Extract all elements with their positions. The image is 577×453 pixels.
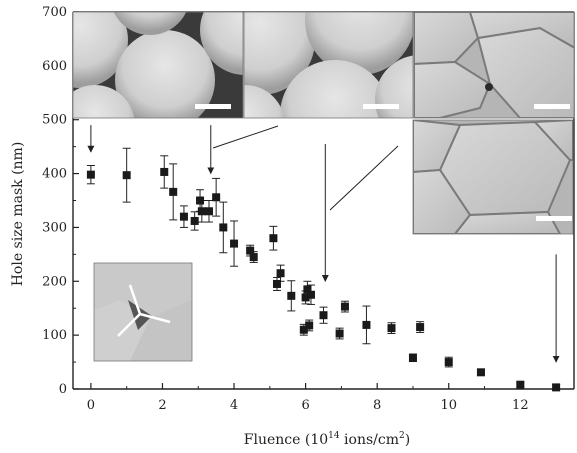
data-point bbox=[196, 196, 205, 205]
x-tick-label: 4 bbox=[230, 398, 238, 413]
data-point bbox=[552, 383, 561, 392]
data-point bbox=[287, 291, 296, 300]
x-tick-label: 12 bbox=[512, 398, 529, 413]
y-tick-label: 0 bbox=[59, 382, 67, 397]
x-tick-label: 0 bbox=[87, 398, 95, 413]
y-tick-label: 600 bbox=[42, 59, 67, 74]
x-axis-ticks: 0 2 4 6 8 10 12 bbox=[87, 383, 557, 413]
inset-sem-circles bbox=[73, 12, 243, 118]
data-points bbox=[86, 167, 561, 392]
data-point bbox=[387, 324, 396, 333]
scale-bar bbox=[195, 104, 231, 109]
annotation-arrows bbox=[87, 125, 560, 363]
data-point bbox=[306, 290, 315, 299]
data-point bbox=[408, 353, 417, 362]
data-point bbox=[169, 187, 178, 196]
data-point bbox=[179, 212, 188, 221]
x-axis-title: Fluence (1014 ions/cm2) bbox=[244, 431, 410, 448]
y-tick-label: 200 bbox=[42, 274, 67, 289]
scale-bar bbox=[534, 104, 570, 109]
y-tick-label: 700 bbox=[42, 5, 67, 20]
x-tick-label: 8 bbox=[373, 398, 381, 413]
data-point bbox=[335, 329, 344, 338]
data-point bbox=[246, 246, 255, 255]
data-point bbox=[319, 311, 328, 320]
scale-bar bbox=[536, 216, 572, 221]
data-point bbox=[276, 269, 285, 278]
data-point bbox=[305, 321, 314, 330]
data-point bbox=[444, 358, 453, 367]
data-point bbox=[269, 234, 278, 243]
data-point bbox=[230, 239, 239, 248]
inset-sem-triangle-gap bbox=[94, 263, 192, 361]
y-tick-label: 300 bbox=[42, 220, 67, 235]
data-point bbox=[299, 325, 308, 334]
data-point bbox=[212, 193, 221, 202]
data-point bbox=[362, 320, 371, 329]
inset-sem-rounded bbox=[244, 12, 413, 118]
y-tick-label: 400 bbox=[42, 167, 67, 182]
x-tick-label: 10 bbox=[440, 398, 457, 413]
data-point bbox=[340, 302, 349, 311]
data-point bbox=[516, 380, 525, 389]
data-point bbox=[219, 223, 228, 232]
data-point bbox=[416, 323, 425, 332]
callout-lines bbox=[212, 125, 399, 211]
data-point bbox=[272, 279, 281, 288]
data-point bbox=[160, 167, 169, 176]
data-point bbox=[303, 285, 312, 294]
inset-sem-polygon bbox=[414, 12, 574, 118]
data-point bbox=[249, 253, 258, 262]
y-tick-label: 500 bbox=[42, 113, 67, 128]
data-point bbox=[197, 207, 206, 216]
data-point bbox=[476, 368, 485, 377]
data-point bbox=[301, 293, 310, 302]
y-tick-label: 100 bbox=[42, 328, 67, 343]
inset-sem-hexagon bbox=[413, 120, 573, 234]
scale-bar bbox=[363, 104, 399, 109]
x-tick-label: 2 bbox=[158, 398, 166, 413]
y-axis-title: Hole size mask (nm) bbox=[10, 142, 26, 287]
data-point bbox=[86, 170, 95, 179]
data-point bbox=[204, 207, 213, 216]
data-point bbox=[122, 171, 131, 180]
data-point bbox=[190, 216, 199, 225]
x-tick-label: 6 bbox=[301, 398, 309, 413]
